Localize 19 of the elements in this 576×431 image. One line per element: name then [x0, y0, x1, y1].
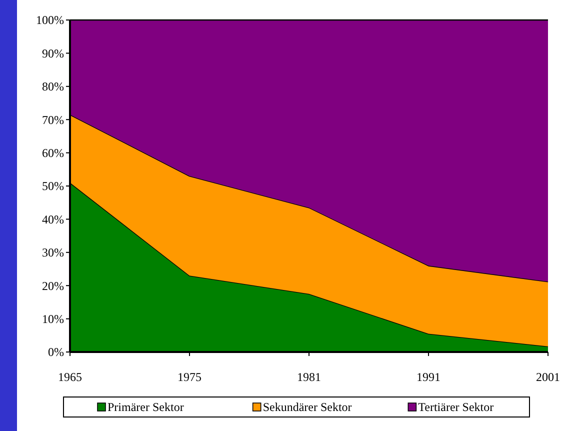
y-tick-label: 60%: [42, 146, 64, 160]
x-tick-label: 1965: [58, 370, 82, 384]
legend-label: Tertiärer Sektor: [418, 400, 494, 414]
x-tick-label: 1981: [297, 370, 321, 384]
y-tick-label: 80%: [42, 80, 64, 94]
y-tick-label: 20%: [42, 278, 64, 293]
y-tick-label: 0%: [48, 345, 64, 360]
y-tick-label: 30%: [42, 246, 64, 260]
y-tick-label: 50%: [42, 179, 64, 194]
legend-label: Primärer Sektor: [108, 400, 184, 414]
x-tick-label: 1991: [416, 370, 440, 384]
y-tick-label: 40%: [42, 212, 64, 226]
y-tick-label: 90%: [42, 46, 64, 60]
x-tick-label: 1975: [178, 370, 202, 384]
x-tick-label: 2001: [536, 370, 560, 384]
legend-label: Sekundärer Sektor: [262, 400, 352, 414]
y-tick-label: 10%: [42, 312, 64, 326]
y-tick-label: 100%: [36, 13, 64, 28]
y-tick-label: 70%: [42, 112, 64, 127]
